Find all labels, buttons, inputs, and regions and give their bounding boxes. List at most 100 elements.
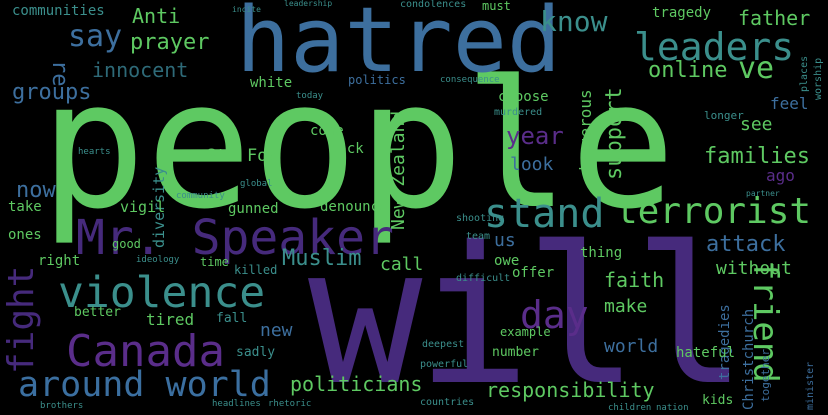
word-powerful: powerful bbox=[420, 359, 469, 370]
word-come: come bbox=[310, 123, 344, 139]
word-mr-speaker: Mr. Speaker bbox=[76, 210, 394, 266]
word-ago: ago bbox=[766, 166, 795, 185]
word-example: example bbox=[500, 325, 551, 339]
word-politics: politics bbox=[348, 73, 406, 87]
word-hearts: hearts bbox=[78, 147, 111, 157]
word-today: today bbox=[296, 91, 324, 101]
word-feel: feel bbox=[770, 94, 809, 113]
word-will: will bbox=[308, 206, 748, 415]
word-terrorist: terrorist bbox=[616, 191, 812, 232]
word-us: us bbox=[494, 230, 516, 251]
word-muslim: Muslim bbox=[282, 246, 362, 271]
word-thing: thing bbox=[580, 245, 623, 261]
word-know: know bbox=[540, 5, 608, 38]
word-new: new bbox=[260, 320, 293, 341]
word-condolences: condolences bbox=[400, 0, 467, 10]
word-number: number bbox=[492, 345, 539, 360]
word-fight: fight bbox=[1, 265, 42, 374]
word-support: support bbox=[602, 87, 627, 180]
word-people: people bbox=[40, 43, 676, 248]
word-partner: partner bbox=[746, 189, 780, 198]
word-christchurch: Christchurch bbox=[741, 308, 757, 410]
word-attack: attack bbox=[706, 232, 786, 257]
word-stand: stand bbox=[484, 191, 605, 237]
word-incite: incite bbox=[232, 5, 261, 14]
word-owe: owe bbox=[494, 253, 520, 269]
word-countries: countries bbox=[420, 397, 475, 408]
word-must: must bbox=[482, 0, 511, 13]
word-world: world bbox=[604, 336, 659, 357]
word-nation: nation bbox=[656, 403, 689, 413]
word-ones: ones bbox=[8, 227, 42, 243]
word-community: community bbox=[176, 191, 225, 201]
word-innocent: innocent bbox=[92, 58, 189, 82]
word-call: call bbox=[380, 254, 424, 275]
word-killed: killed bbox=[234, 263, 278, 277]
word-day: day bbox=[520, 293, 589, 337]
word-fall: fall bbox=[216, 311, 248, 326]
word-responsibility: responsibility bbox=[486, 378, 655, 402]
word-offer: offer bbox=[512, 265, 555, 281]
word-leadership: leadership bbox=[284, 0, 333, 8]
word-leaders: leaders bbox=[634, 25, 795, 69]
word-ideology: ideology bbox=[136, 255, 180, 265]
word-politicians: politicians bbox=[290, 372, 423, 396]
word-without: without bbox=[716, 258, 792, 279]
word-difficult: difficult bbox=[456, 273, 511, 284]
word-make: make bbox=[604, 296, 648, 317]
word-vigil: vigil bbox=[120, 198, 166, 216]
word-violence: violence bbox=[58, 268, 266, 318]
word-better: better bbox=[74, 305, 121, 320]
word-worship: worship bbox=[813, 57, 824, 100]
word-now: now bbox=[16, 178, 56, 203]
word-children: children bbox=[608, 403, 652, 413]
word-year: year bbox=[506, 122, 564, 150]
word-time: time bbox=[200, 255, 229, 269]
word-places: places bbox=[799, 55, 810, 92]
word-gunned: gunned bbox=[228, 201, 279, 217]
word-dangerous: dangerous bbox=[576, 89, 595, 176]
word-families: families bbox=[704, 144, 810, 169]
word-groups: groups bbox=[12, 80, 92, 105]
word-around-world: around world bbox=[18, 365, 271, 405]
word-minister: minister bbox=[805, 361, 816, 410]
word-canada: Canada bbox=[66, 326, 225, 377]
word-ste-foy: Ste Foy bbox=[206, 146, 278, 166]
word-see: see bbox=[740, 114, 773, 135]
word-team: team bbox=[466, 231, 491, 242]
word-tired: tired bbox=[146, 310, 195, 329]
word-sadly: sadly bbox=[236, 345, 276, 360]
word-brothers: brothers bbox=[40, 401, 84, 411]
word-ve: ve bbox=[738, 51, 775, 86]
word-deepest: deepest bbox=[422, 339, 465, 350]
word-faith: faith bbox=[604, 268, 665, 292]
word-hatred: hatred bbox=[236, 0, 562, 93]
word-new-zealand: New Zealand bbox=[388, 110, 409, 230]
word-global: global bbox=[240, 179, 273, 189]
word-shooting: shooting bbox=[456, 213, 505, 224]
word-back: back bbox=[330, 141, 364, 157]
word-re: re bbox=[47, 60, 72, 87]
word-murdered: murdered bbox=[494, 107, 543, 118]
word-right: right bbox=[38, 253, 81, 269]
word-communities: communities bbox=[12, 3, 105, 19]
word-headlines: headlines bbox=[212, 399, 261, 409]
word-together: together bbox=[759, 349, 772, 402]
word-kids: kids bbox=[702, 393, 734, 408]
word-online: online bbox=[648, 58, 728, 83]
word-take: take bbox=[8, 199, 42, 215]
word-tragedies: tragedies bbox=[717, 304, 733, 380]
word-white: white bbox=[250, 75, 293, 91]
word-say: say bbox=[68, 19, 123, 54]
word-tragedy: tragedy bbox=[652, 5, 712, 21]
word-rhetoric: rhetoric bbox=[268, 399, 312, 409]
word-consequence: consequence bbox=[440, 75, 500, 85]
word-prayer: prayer bbox=[130, 30, 210, 55]
word-look: look bbox=[510, 154, 554, 175]
word-father: father bbox=[738, 6, 811, 30]
word-good: good bbox=[112, 237, 141, 251]
word-longer: longer bbox=[704, 109, 744, 122]
word-hateful: hateful bbox=[676, 345, 736, 361]
word-choose: choose bbox=[498, 89, 549, 105]
